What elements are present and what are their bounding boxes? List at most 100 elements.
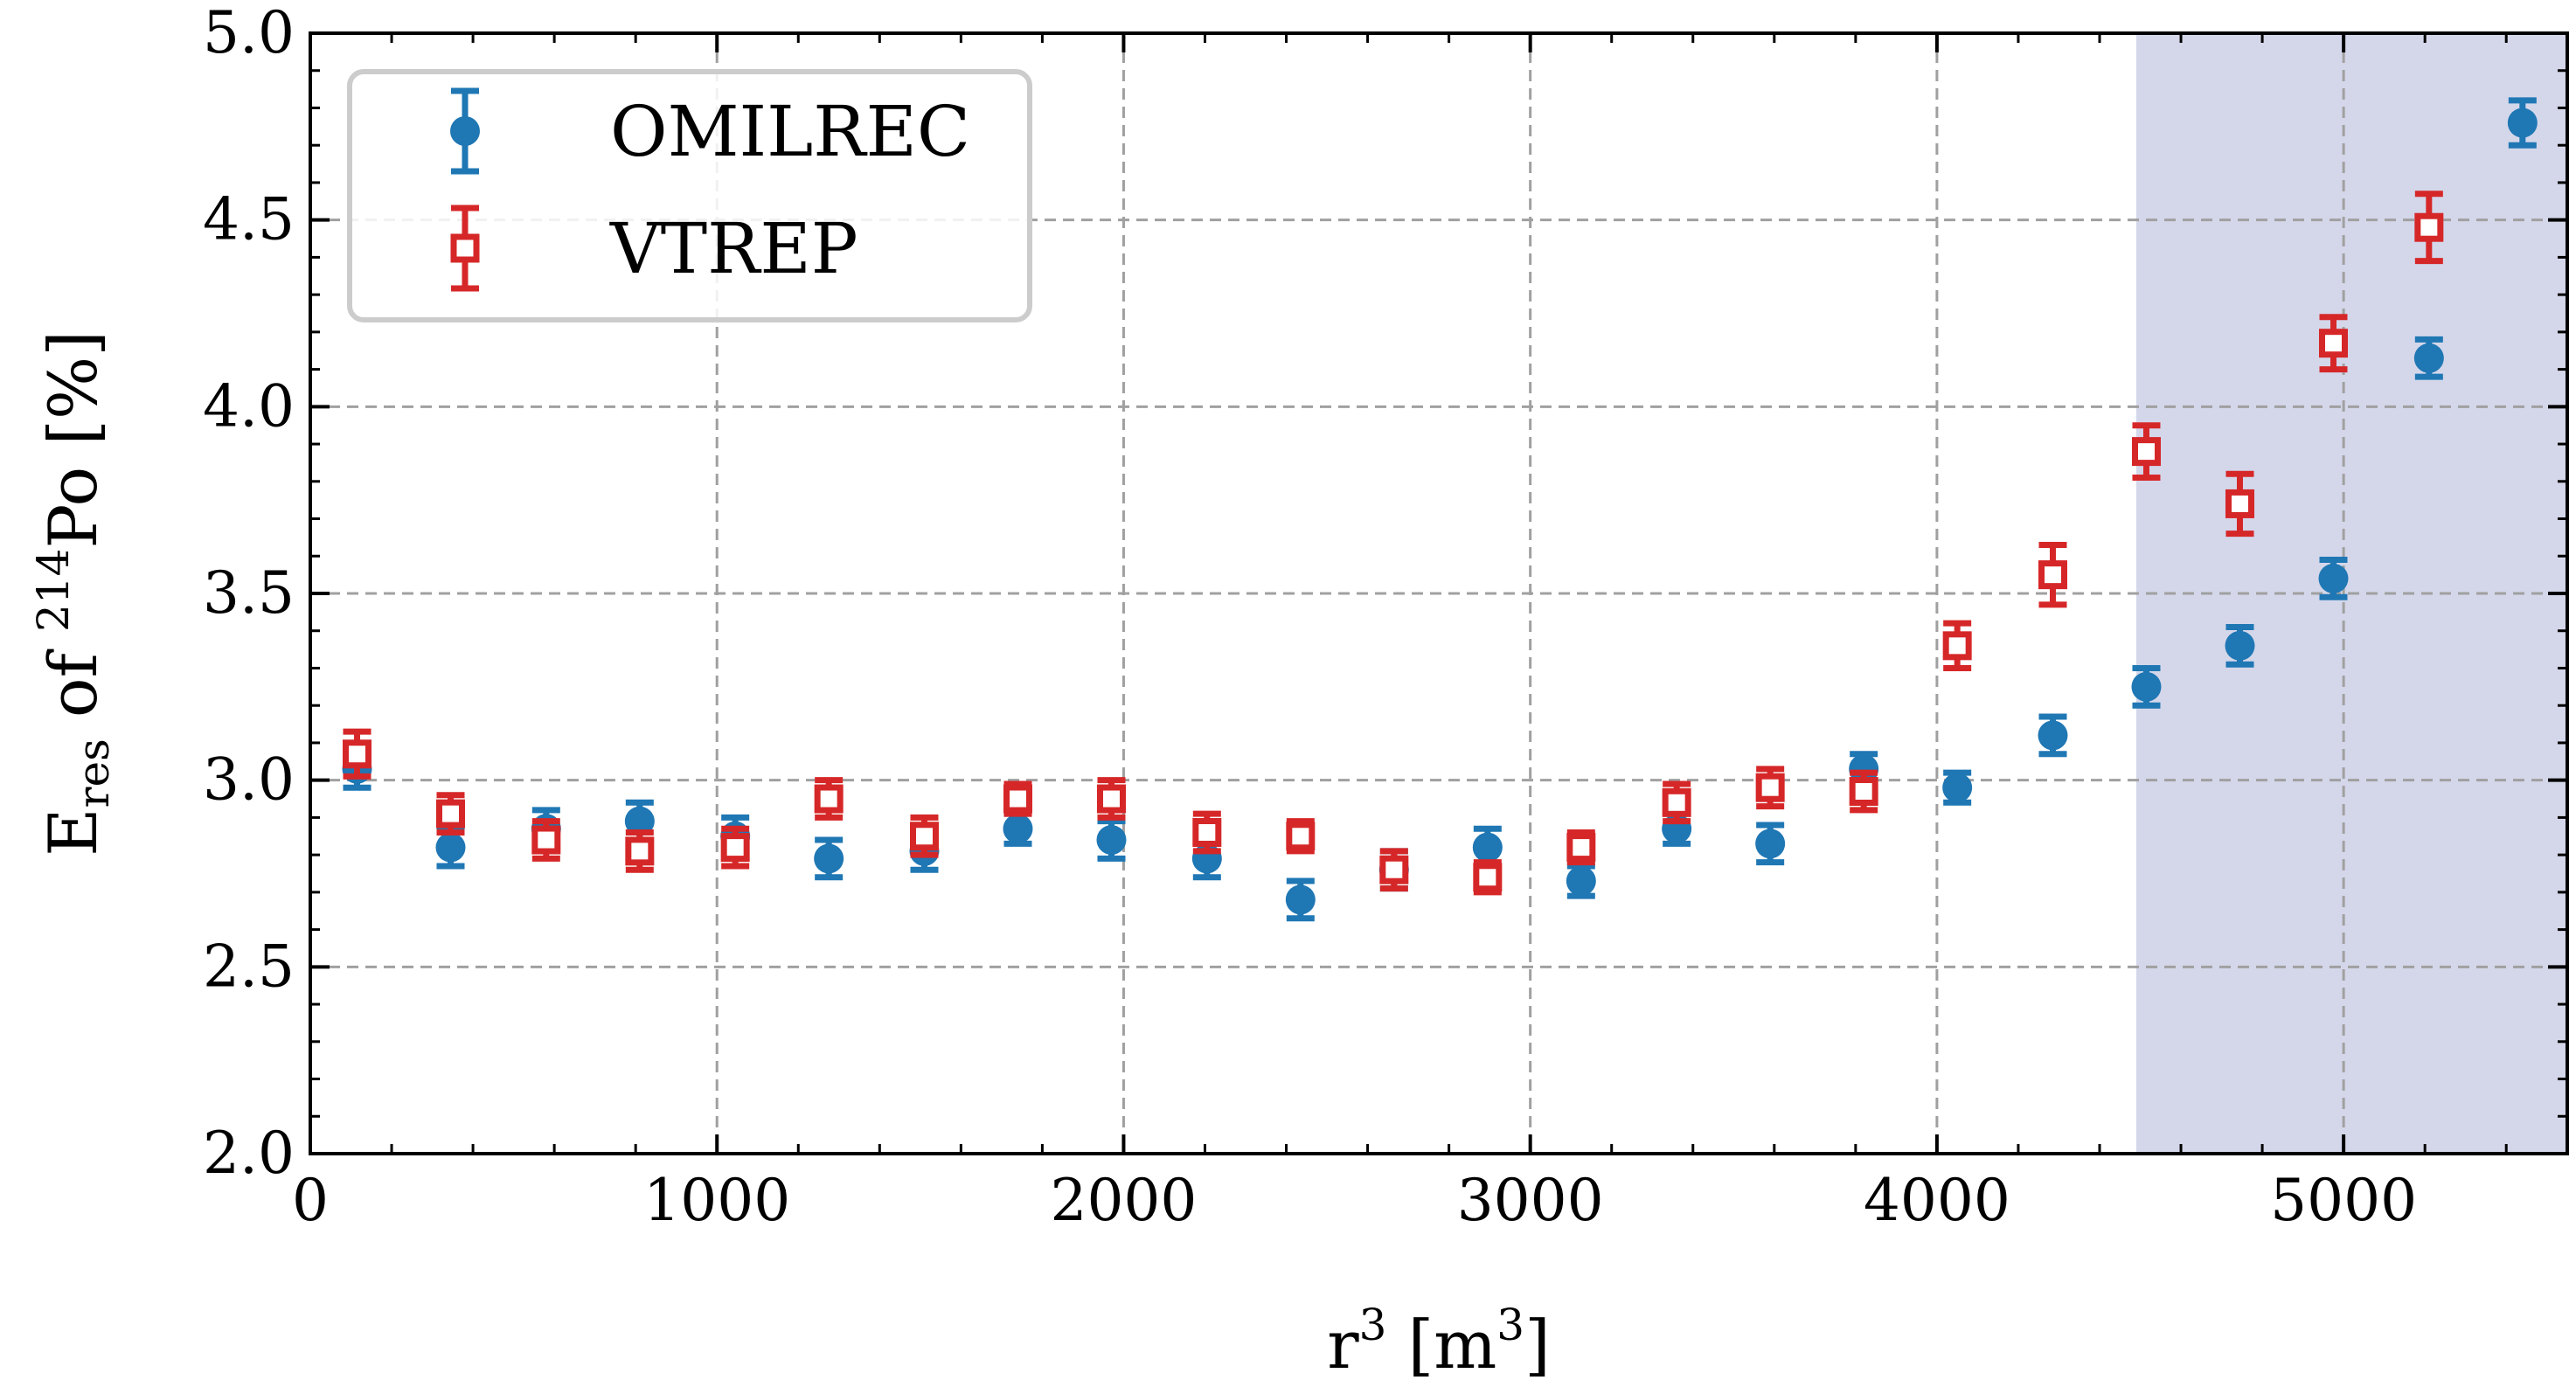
data-point <box>2038 541 2067 608</box>
legend: OMILREC VTREP <box>347 69 1032 322</box>
data-marker <box>1286 822 1316 851</box>
data-marker <box>1566 866 1596 897</box>
data-point <box>2318 314 2348 373</box>
legend-marker-omilrec <box>450 87 480 175</box>
data-marker <box>1662 787 1691 817</box>
data-point <box>2131 422 2161 482</box>
x-tick-label: 3000 <box>1457 1167 1604 1234</box>
y-tick-label: 4.5 <box>203 186 295 253</box>
data-point <box>909 814 939 858</box>
data-point <box>1096 777 1126 821</box>
data-point <box>2225 623 2255 668</box>
data-marker <box>2038 560 2067 590</box>
data-point <box>2507 97 2538 149</box>
data-marker <box>531 825 561 855</box>
data-marker <box>2413 343 2444 373</box>
data-marker <box>2318 563 2349 593</box>
data-point <box>1473 859 1503 896</box>
data-point <box>531 818 561 862</box>
y-label-sup: 214 <box>28 549 79 632</box>
legend-entry-vtrep: VTREP <box>450 205 858 292</box>
data-marker <box>624 806 655 836</box>
data-point <box>1285 877 1316 922</box>
data-point <box>1755 822 1786 866</box>
data-marker <box>814 843 844 874</box>
data-marker <box>1379 855 1409 884</box>
data-marker <box>435 832 466 863</box>
data-point <box>1003 810 1033 847</box>
x-tick-label: 0 <box>292 1167 329 1234</box>
x-label-sup: 3 <box>1359 1300 1387 1350</box>
data-point <box>1942 769 1973 806</box>
data-marker <box>343 739 372 769</box>
data-point <box>343 728 372 780</box>
data-point <box>1755 766 1785 810</box>
x-label-unit-close: ] <box>1524 1306 1551 1384</box>
data-point <box>1003 780 1032 817</box>
y-tick-label: 3.0 <box>203 746 295 814</box>
data-layer <box>342 97 2538 922</box>
data-marker <box>1285 884 1316 915</box>
y-axis-label: Eres of 214Po [%] <box>28 330 119 856</box>
data-marker <box>2318 329 2348 358</box>
data-marker <box>1755 773 1785 802</box>
data-marker <box>1942 773 1973 803</box>
data-marker <box>1473 863 1503 892</box>
data-point <box>720 825 750 870</box>
x-tick-label: 1000 <box>643 1167 790 1234</box>
x-axis-label: r3 [m3] <box>1327 1300 1551 1384</box>
data-point <box>436 792 466 836</box>
data-marker <box>2225 489 2254 518</box>
data-marker <box>2131 437 2161 467</box>
data-point <box>1379 848 1409 892</box>
data-marker <box>1566 833 1596 863</box>
y-label-element: Po <box>34 467 112 549</box>
data-point <box>2413 336 2444 380</box>
data-point <box>2318 557 2349 600</box>
data-point <box>1286 818 1316 855</box>
data-point <box>1849 769 1878 814</box>
data-marker <box>2507 107 2538 138</box>
data-point <box>625 829 655 873</box>
y-tick-label: 2.0 <box>203 1120 295 1187</box>
data-marker <box>1472 832 1503 863</box>
data-point <box>1662 780 1691 825</box>
series-vtrep <box>343 191 2444 896</box>
y-label-middle: of <box>34 632 112 739</box>
x-tick-label: 2000 <box>1050 1167 1197 1234</box>
data-marker <box>909 822 939 851</box>
x-tick-label: 5000 <box>2270 1167 2417 1234</box>
data-marker <box>625 836 655 866</box>
data-marker <box>814 784 844 814</box>
data-marker <box>2038 720 2068 751</box>
data-marker <box>1003 784 1032 814</box>
y-tick-label: 5.0 <box>203 0 295 66</box>
data-marker <box>436 799 466 829</box>
data-point <box>1192 810 1222 855</box>
y-tick-label: 2.5 <box>203 933 295 1000</box>
data-marker <box>1755 829 1786 859</box>
data-marker <box>1192 817 1222 847</box>
data-marker <box>1849 753 1879 784</box>
data-marker <box>1003 814 1033 844</box>
y-label-sub: res <box>68 739 119 808</box>
y-tick-label: 4.0 <box>203 372 295 440</box>
y-label-unit: [%] <box>34 330 112 467</box>
legend-marker-vtrep <box>450 205 480 292</box>
data-point <box>1566 863 1596 899</box>
data-marker <box>2414 212 2444 242</box>
legend-label-vtrep: VTREP <box>609 208 858 289</box>
legend-label-omilrec: OMILREC <box>610 91 970 172</box>
data-point <box>2131 664 2162 709</box>
x-label-unit-sup: 3 <box>1496 1300 1524 1350</box>
data-marker <box>2131 671 2162 702</box>
data-marker <box>1942 631 1972 661</box>
data-point <box>1096 818 1127 862</box>
data-marker <box>1096 784 1126 814</box>
data-marker <box>1849 776 1878 806</box>
data-point <box>2225 470 2254 537</box>
x-label-prefix: r <box>1327 1306 1359 1384</box>
data-point <box>2414 191 2444 265</box>
data-point <box>1942 620 1972 671</box>
